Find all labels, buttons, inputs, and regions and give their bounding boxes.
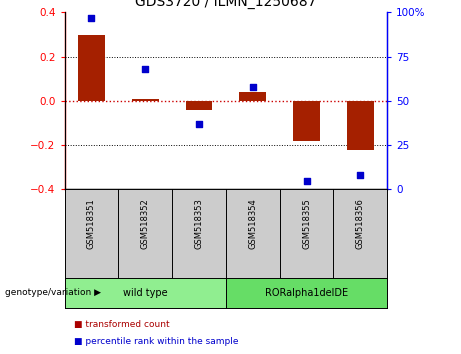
Text: GSM518353: GSM518353 bbox=[195, 198, 203, 249]
Text: ■ percentile rank within the sample: ■ percentile rank within the sample bbox=[74, 337, 238, 346]
Point bbox=[142, 66, 149, 72]
Text: RORalpha1delDE: RORalpha1delDE bbox=[265, 288, 348, 298]
Point bbox=[249, 84, 256, 90]
Bar bbox=[132, 99, 159, 101]
Text: genotype/variation ▶: genotype/variation ▶ bbox=[5, 289, 100, 297]
Point bbox=[195, 121, 203, 127]
Bar bbox=[78, 34, 105, 101]
Text: ■ transformed count: ■ transformed count bbox=[74, 320, 169, 329]
Bar bbox=[185, 101, 213, 110]
Bar bbox=[347, 101, 374, 149]
Text: GSM518354: GSM518354 bbox=[248, 198, 257, 249]
Point bbox=[303, 178, 310, 183]
Text: GSM518352: GSM518352 bbox=[141, 198, 150, 249]
Point bbox=[357, 172, 364, 178]
Text: GSM518351: GSM518351 bbox=[87, 198, 96, 249]
Text: GSM518355: GSM518355 bbox=[302, 198, 311, 249]
Text: wild type: wild type bbox=[123, 288, 167, 298]
Bar bbox=[293, 101, 320, 141]
Bar bbox=[239, 92, 266, 101]
Point bbox=[88, 15, 95, 21]
Title: GDS3720 / ILMN_1250687: GDS3720 / ILMN_1250687 bbox=[135, 0, 317, 8]
Text: GSM518356: GSM518356 bbox=[356, 198, 365, 249]
